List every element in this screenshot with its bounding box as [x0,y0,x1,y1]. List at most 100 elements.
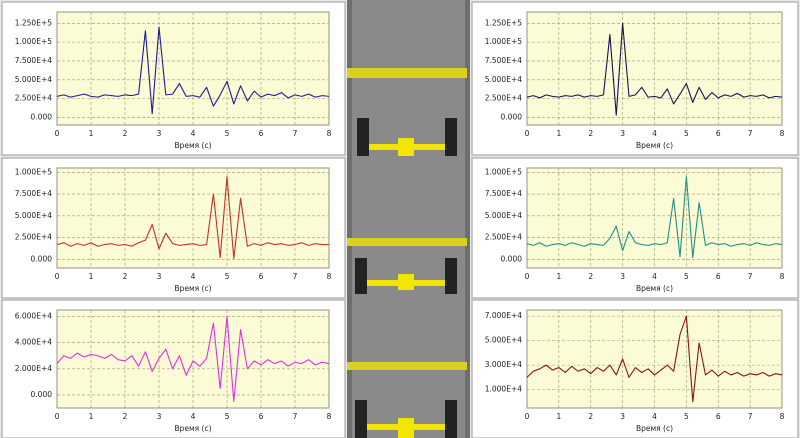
y-tick-label: 1.000E+5 [485,167,522,176]
y-tick-label: 1.000E+4 [485,385,522,394]
x-tick-label: 8 [327,129,332,138]
x-tick-label: 0 [55,272,60,281]
y-tick-label: 0.000 [31,390,53,399]
track-surface [352,0,465,438]
x-tick-label: 1 [556,272,561,281]
x-tick-label: 3 [620,129,625,138]
y-tick-label: 1.250E+5 [485,18,522,27]
x-tick-label: 4 [652,129,657,138]
x-tick-label: 3 [157,412,162,421]
y-tick-label: 1.250E+5 [15,18,52,27]
x-tick-label: 6 [259,272,264,281]
x-tick-label: 6 [716,272,721,281]
x-axis-label: Время (с) [174,424,211,433]
x-tick-label: 3 [157,129,162,138]
y-tick-label: 2.500E+4 [485,94,522,103]
x-tick-label: 3 [157,272,162,281]
x-tick-label: 7 [748,412,753,421]
x-tick-label: 5 [225,272,230,281]
center-view [347,0,470,438]
x-tick-label: 5 [684,129,689,138]
y-tick-label: 7.500E+4 [485,56,522,65]
x-tick-label: 6 [259,129,264,138]
x-tick-label: 7 [293,412,298,421]
x-tick-label: 4 [652,272,657,281]
y-tick-label: 2.500E+4 [15,94,52,103]
x-tick-label: 8 [780,129,785,138]
wheel [357,118,369,156]
chart-panel: 0.000 2.500E+4 5.000E+4 7.500E+4 1.000E+5 1.2… [1,1,346,156]
x-tick-label: 6 [259,412,264,421]
y-tick-label: 5.000E+4 [485,336,522,345]
y-tick-label: 6.000E+4 [15,312,52,321]
x-tick-label: 5 [684,272,689,281]
x-tick-label: 0 [525,272,530,281]
chart-panel: 0.000 2.500E+4 5.000E+4 7.500E+4 1.000E+5 0 1 2… [1,157,346,299]
chart-panel: 0.000 2.500E+4 5.000E+4 7.500E+4 1.000E+5 0 1 2… [471,157,799,299]
x-axis-label: Время (с) [636,424,673,433]
y-tick-label: 0.000 [31,112,53,121]
wheel [355,400,367,438]
x-tick-label: 2 [588,272,593,281]
x-tick-label: 7 [748,129,753,138]
beam [347,68,467,78]
y-tick-label: 7.000E+4 [485,311,522,320]
x-tick-label: 5 [225,129,230,138]
signal-line [56,315,330,403]
hub [398,274,414,290]
plot-area [56,309,330,409]
x-tick-label: 6 [716,129,721,138]
wheel [445,400,457,438]
x-tick-label: 0 [525,129,530,138]
y-tick-label: 5.000E+4 [15,75,52,84]
y-tick-label: 3.000E+4 [485,360,522,369]
y-tick-label: 5.000E+4 [485,211,522,220]
x-tick-label: 2 [123,412,128,421]
beam [347,238,467,246]
y-tick-label: 1.000E+5 [485,37,522,46]
x-tick-label: 1 [556,129,561,138]
wheel [445,258,457,294]
signal-line [56,26,330,115]
chart-panel: 0.000 2.500E+4 5.000E+4 7.500E+4 1.000E+5 1.2… [471,1,799,156]
y-tick-label: 5.000E+4 [485,75,522,84]
wheel [445,118,457,156]
hub [398,418,414,438]
signal-line [526,22,783,116]
y-tick-label: 2.500E+4 [15,233,52,242]
y-tick-label: 4.000E+4 [15,338,52,347]
x-tick-label: 0 [525,412,530,421]
y-tick-label: 7.500E+4 [485,189,522,198]
x-tick-label: 4 [191,129,196,138]
y-tick-label: 7.500E+4 [15,56,52,65]
x-tick-label: 0 [55,129,60,138]
x-tick-label: 4 [191,272,196,281]
x-tick-label: 2 [588,412,593,421]
x-tick-label: 8 [327,272,332,281]
signal-line [56,176,329,259]
x-tick-label: 2 [588,129,593,138]
hub [398,138,414,156]
x-tick-label: 2 [123,129,128,138]
x-tick-label: 5 [225,412,230,421]
y-tick-label: 2.000E+4 [15,364,52,373]
chart-panel: 0.000 2.000E+4 4.000E+4 6.000E+4 0 1 2 3 4 5 6 7 8 Вр… [1,299,346,438]
x-tick-label: 1 [89,412,94,421]
beam [347,362,467,370]
x-tick-label: 4 [652,412,657,421]
x-tick-label: 5 [684,412,689,421]
x-axis-label: Время (с) [636,141,673,150]
x-axis-label: Время (с) [174,141,211,150]
x-axis-label: Время (с) [174,284,211,293]
x-tick-label: 3 [620,272,625,281]
y-tick-label: 0.000 [501,112,523,121]
wheel [355,258,367,294]
signal-line [526,315,783,403]
y-tick-label: 0.000 [31,254,53,263]
y-tick-label: 0.000 [501,254,523,263]
x-tick-label: 4 [191,412,196,421]
x-tick-label: 8 [780,272,785,281]
chart-panel: 1.000E+4 3.000E+4 5.000E+4 7.000E+4 0 1 2 3 4 5 6 7… [471,299,799,438]
x-tick-label: 1 [89,129,94,138]
y-tick-label: 1.000E+5 [15,167,52,176]
